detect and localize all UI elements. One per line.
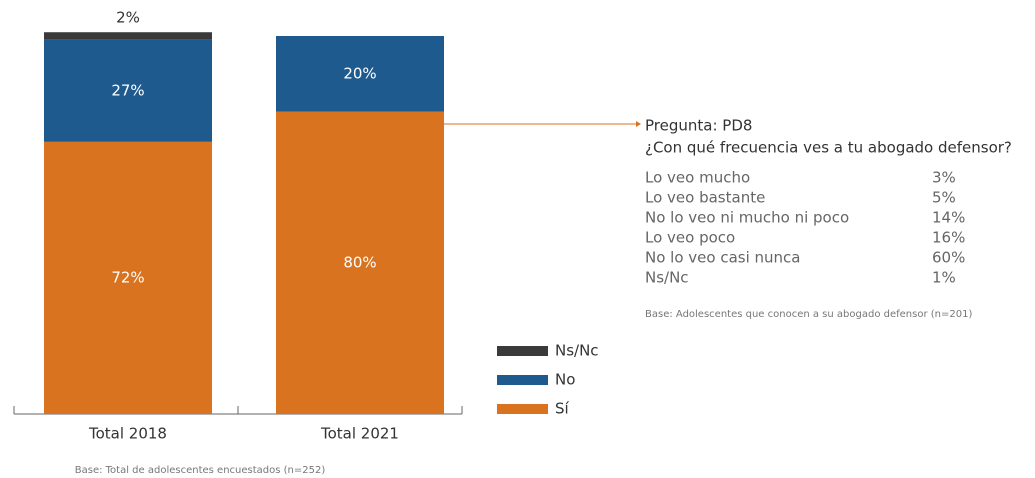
question-percent: 60% [932, 249, 965, 267]
x-tick-label: Total 2018 [88, 425, 167, 443]
question-percent: 1% [932, 269, 956, 287]
question-option: Lo veo poco [645, 229, 735, 247]
question-text: ¿Con qué frecuencia ves a tu abogado def… [645, 139, 1012, 157]
legend-label: No [555, 371, 575, 389]
question-note: Base: Adolescentes que conocen a su abog… [645, 309, 972, 320]
bar-segment [44, 141, 212, 414]
chart-note: Base: Total de adolescentes encuestados … [75, 465, 326, 476]
question-title: Pregunta: PD8 [645, 117, 752, 135]
x-tick-label: Total 2021 [320, 425, 399, 443]
bar-segment [276, 36, 444, 112]
data-label: 2% [116, 9, 140, 27]
legend-label: Sí [555, 400, 570, 418]
question-option: Lo veo mucho [645, 169, 750, 187]
question-option: No lo veo casi nunca [645, 249, 800, 267]
legend-swatch [497, 375, 548, 385]
bar-segment [44, 39, 212, 142]
question-percent: 3% [932, 169, 956, 187]
bar-segment [276, 111, 444, 414]
question-percent: 5% [932, 189, 956, 207]
data-label: 20% [343, 64, 376, 82]
legend-swatch [497, 404, 548, 414]
data-label: 27% [111, 81, 144, 99]
bar-segment [44, 32, 212, 40]
legend-label: Ns/Nc [555, 342, 599, 360]
question-option: Ns/Nc [645, 269, 689, 287]
question-percent: 16% [932, 229, 965, 247]
data-label: 80% [343, 253, 376, 271]
question-option: Lo veo bastante [645, 189, 765, 207]
data-label: 72% [111, 268, 144, 286]
connector-arrow [636, 121, 641, 127]
question-percent: 14% [932, 209, 965, 227]
question-option: No lo veo ni mucho ni poco [645, 209, 849, 227]
legend-swatch [497, 346, 548, 356]
